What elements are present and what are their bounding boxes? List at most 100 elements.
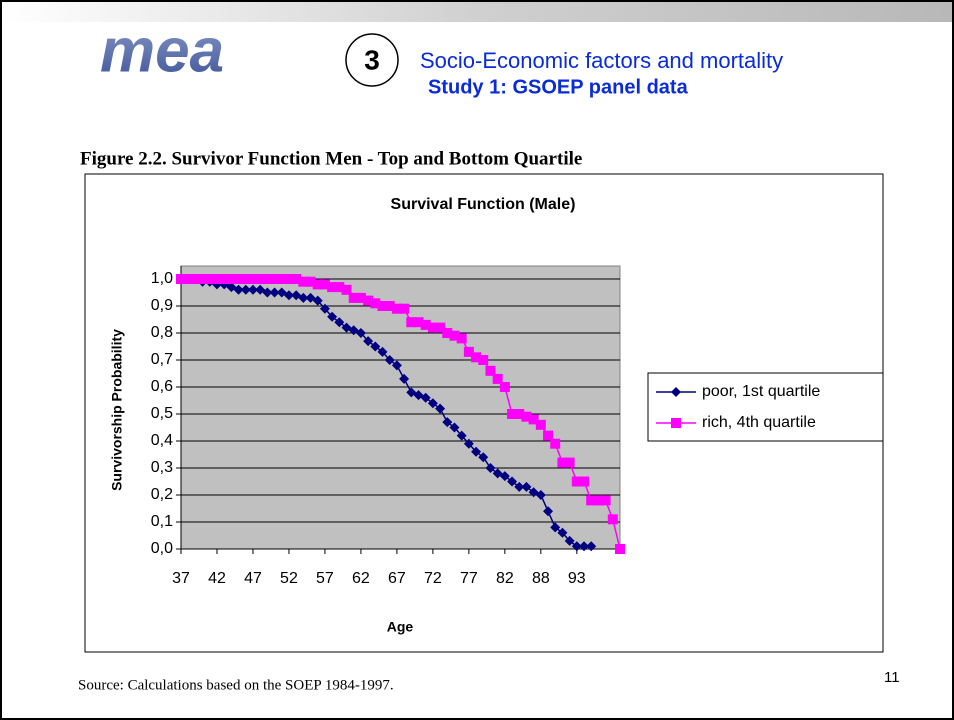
marker (478, 452, 489, 463)
marker (247, 284, 258, 295)
marker (442, 417, 453, 428)
marker (579, 541, 590, 552)
source-note: Source: Calculations based on the SOEP 1… (78, 677, 394, 693)
chart-title: Survival Function (Male) (391, 196, 576, 213)
marker (507, 409, 518, 419)
y-tick-label: 0,5 (151, 405, 173, 422)
x-tick-label: 52 (280, 570, 298, 587)
marker (427, 398, 438, 409)
marker (319, 279, 330, 290)
x-tick-label: 42 (208, 570, 226, 587)
marker (355, 292, 366, 303)
y-tick-label: 0,1 (151, 513, 173, 530)
marker (197, 274, 208, 284)
marker (586, 541, 597, 552)
marker (355, 328, 366, 338)
marker (204, 274, 215, 284)
marker (471, 446, 482, 457)
marker (514, 481, 525, 492)
marker (247, 274, 258, 284)
marker (456, 333, 467, 344)
marker (255, 274, 266, 284)
marker (391, 303, 402, 314)
y-tick-label: 0,6 (151, 378, 173, 395)
marker (334, 317, 345, 328)
marker (370, 298, 381, 309)
header-bar (2, 2, 952, 22)
marker (219, 274, 230, 284)
marker (579, 476, 590, 487)
figure-caption: Figure 2.2. Survivor Function Men - Top … (80, 148, 582, 169)
marker (471, 352, 482, 363)
marker (442, 328, 453, 338)
marker (262, 274, 273, 284)
marker (233, 274, 244, 284)
x-tick-label: 57 (316, 570, 334, 587)
section-number: 3 (364, 44, 380, 75)
marker (269, 287, 280, 298)
header-title: Socio-Economic factors and mortality (420, 48, 783, 73)
marker (571, 476, 582, 487)
marker (334, 282, 345, 293)
marker (348, 292, 359, 303)
marker (463, 438, 474, 449)
section-circle (345, 33, 399, 87)
legend-label: rich, 4th quartile (702, 414, 816, 431)
marker (291, 274, 302, 284)
y-tick-label: 0,2 (151, 486, 173, 503)
marker (521, 481, 532, 492)
marker (240, 284, 251, 295)
legend (647, 372, 884, 442)
x-tick-label: 62 (352, 570, 370, 587)
marker (391, 360, 402, 371)
marker (607, 514, 618, 525)
y-tick-label: 0,0 (151, 540, 173, 557)
y-tick-label: 0,4 (151, 432, 173, 449)
x-tick-label: 47 (244, 570, 262, 587)
y-tick-label: 0,7 (151, 351, 173, 368)
x-tick-label: 77 (460, 570, 478, 587)
marker (183, 274, 194, 284)
marker (550, 522, 561, 533)
marker (406, 317, 417, 328)
marker (492, 373, 503, 384)
marker (413, 317, 424, 328)
marker (363, 295, 374, 306)
marker (298, 292, 309, 303)
marker (449, 422, 460, 433)
marker (298, 276, 309, 287)
marker (557, 457, 568, 468)
marker (363, 336, 374, 347)
y-tick-label: 0,8 (151, 324, 173, 341)
marker (341, 284, 352, 295)
logo: mea (100, 16, 224, 85)
marker (427, 322, 438, 333)
marker (557, 527, 568, 538)
marker (327, 311, 338, 322)
marker (499, 382, 510, 392)
marker (283, 290, 294, 301)
marker (564, 457, 575, 468)
marker (507, 476, 518, 487)
plot: 0,0 0,1 0,2 0,3 0,4 0,5 0,6 0,7 0,8 0,9 1,0 37 42 47 5… (151, 265, 884, 587)
marker (233, 284, 244, 295)
marker (384, 355, 395, 365)
x-tick-label: 67 (388, 570, 406, 587)
marker (399, 303, 410, 314)
x-tick-label: 37 (172, 570, 190, 587)
marker (478, 355, 489, 365)
marker (571, 541, 582, 552)
marker (305, 276, 316, 287)
marker (377, 346, 388, 357)
y-axis-label: Survivorship Probability (109, 329, 125, 491)
y-tick-label: 0,9 (151, 297, 173, 314)
marker (420, 319, 431, 330)
marker (399, 373, 410, 384)
header-subtitle: Study 1: GSOEP panel data (428, 76, 689, 98)
marker (600, 495, 611, 506)
marker (543, 430, 554, 441)
x-tick-label: 88 (532, 570, 550, 587)
marker (269, 274, 280, 284)
marker (377, 301, 388, 311)
